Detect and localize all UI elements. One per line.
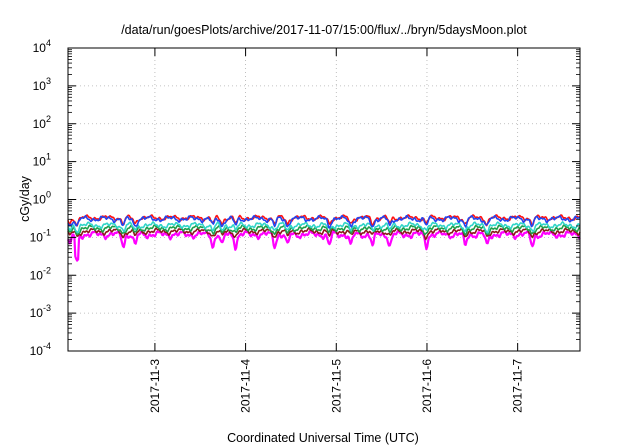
series-layer xyxy=(67,214,581,262)
x-tick-label: 2017-11-3 xyxy=(148,359,162,413)
y-tick-label: 10-3 xyxy=(30,303,51,320)
x-tick-label: 2017-11-5 xyxy=(329,359,343,413)
y-tick-label: 100 xyxy=(33,190,51,207)
x-axis: 2017-11-3 2017-11-4 2017-11-5 2017-11-6 2017… xyxy=(148,48,525,413)
y-tick-label: 102 xyxy=(33,114,51,131)
y-tick-label: 101 xyxy=(33,152,51,169)
y-tick-label: 10-1 xyxy=(30,227,51,244)
series-line xyxy=(67,229,581,262)
y-tick-label: 104 xyxy=(33,38,51,55)
chart-title: /data/run/goesPlots/archive/2017-11-07/1… xyxy=(121,23,527,37)
series-line xyxy=(67,227,581,241)
y-tick-label: 103 xyxy=(33,76,51,93)
y-tick-label: 10-2 xyxy=(30,265,51,282)
series-line xyxy=(67,221,581,234)
series-line xyxy=(67,214,581,229)
series-line xyxy=(67,224,581,236)
y-axis: 10-4 10-3 10-2 10-1 100 101 102 103 104 xyxy=(30,38,580,358)
y-axis-label: cGy/day xyxy=(18,175,32,222)
x-tick-label: 2017-11-7 xyxy=(511,359,525,413)
x-tick-label: 2017-11-6 xyxy=(420,359,434,413)
x-tick-label: 2017-11-4 xyxy=(239,359,253,413)
y-tick-label: 10-4 xyxy=(30,341,51,358)
x-axis-label: Coordinated Universal Time (UTC) xyxy=(227,431,419,445)
grid xyxy=(68,48,580,351)
